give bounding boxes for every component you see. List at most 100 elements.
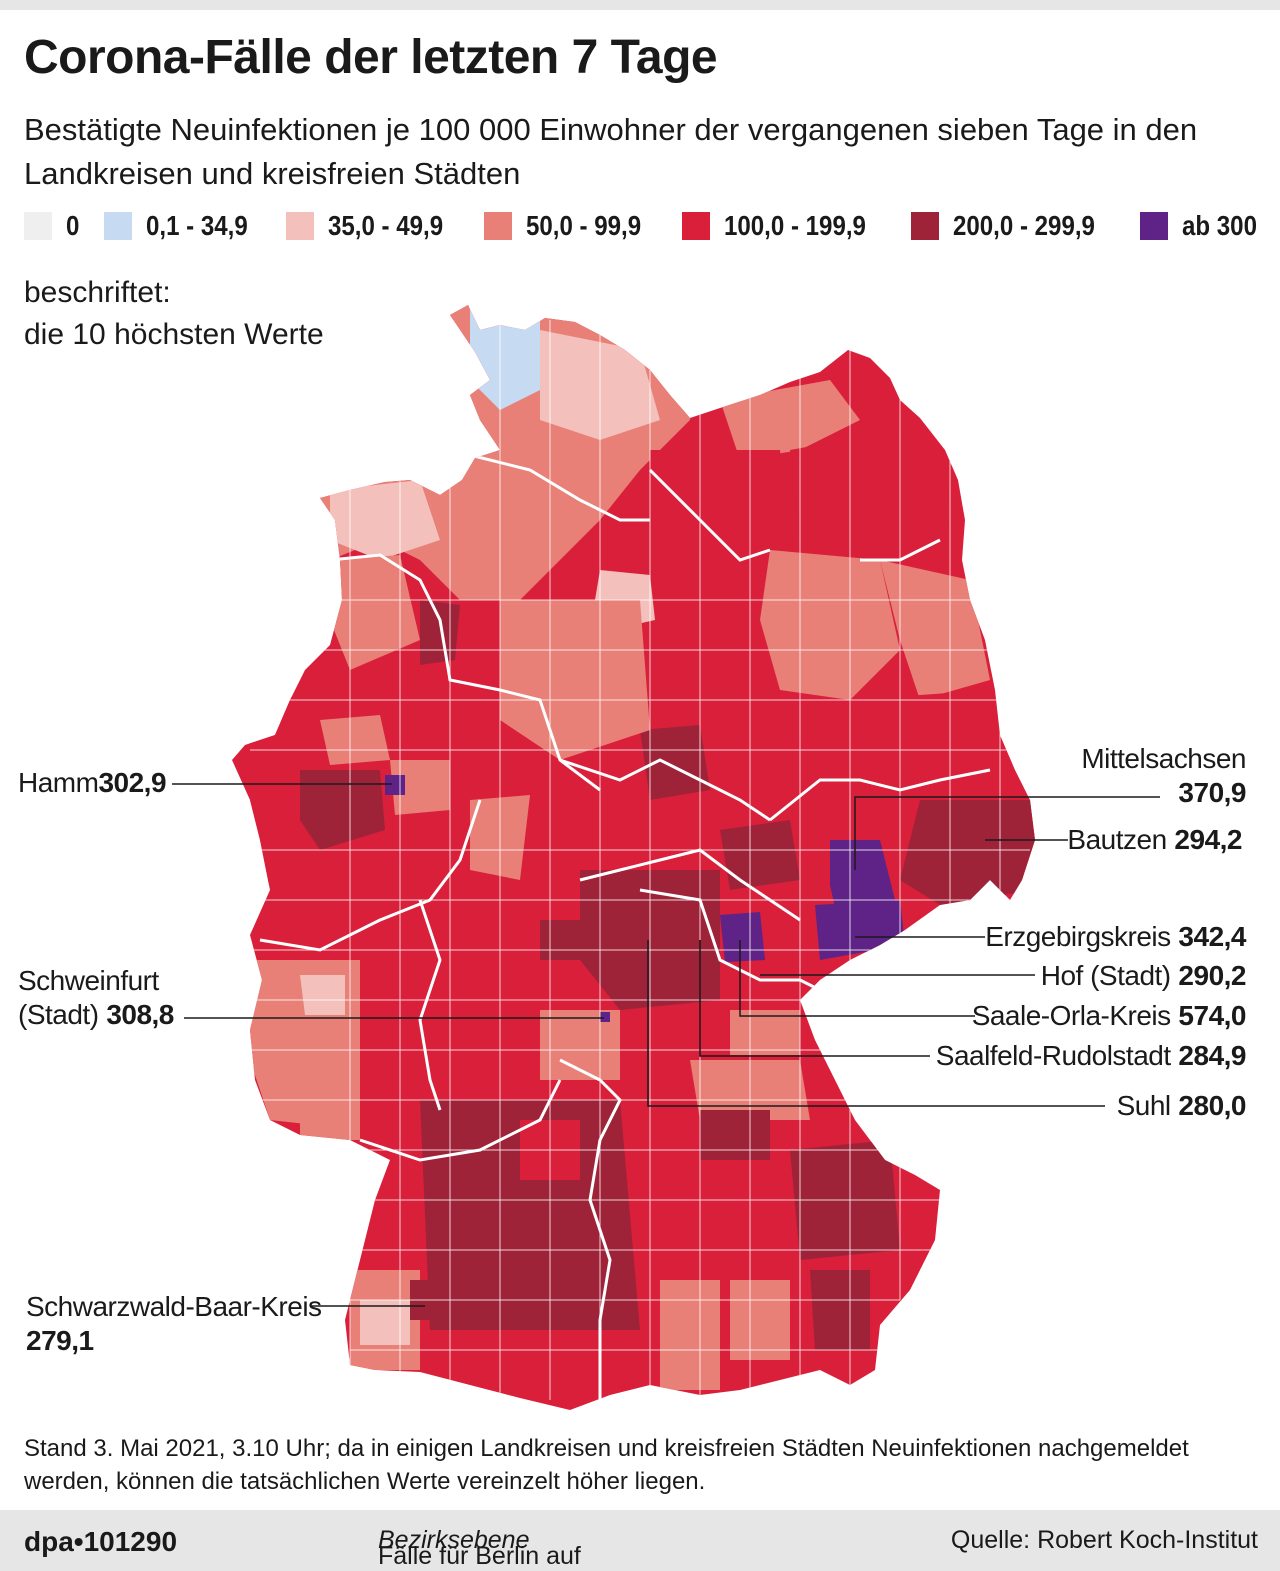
label-schweinfurt-value: 308,8	[106, 999, 174, 1030]
label-schwarzwald-name: Schwarzwald-Baar-Kreis	[26, 1291, 322, 1322]
label-hof: Hof (Stadt) 290,2	[1040, 959, 1247, 993]
label-bautzen-name: Bautzen	[1067, 824, 1167, 855]
legend-swatch	[483, 212, 512, 240]
legend: 0 0,1 - 34,9 35,0 - 49,9 50,0 - 99,9 100…	[24, 208, 1280, 244]
region-schweinfurt	[600, 1012, 610, 1022]
legend-label: 200,0 - 299,9	[952, 210, 1095, 241]
leader-suhl	[647, 940, 1105, 1107]
region-muenster	[320, 715, 390, 765]
label-hof-value: 290,2	[1178, 960, 1246, 991]
label-bautzen-value: 294,2	[1174, 824, 1242, 855]
label-hamm-name: Hamm	[18, 767, 99, 798]
label-erzgebirgskreis: Erzgebirgskreis 342,4	[985, 920, 1246, 954]
region-bautzen	[900, 800, 1035, 905]
label-mittelsachsen-name: Mittelsachsen	[1081, 743, 1246, 774]
label-schweinfurt-name1: Schweinfurt	[18, 965, 159, 996]
region-thueringen-east	[720, 820, 800, 890]
legend-swatch	[910, 212, 939, 240]
legend-label: 50,0 - 99,9	[525, 210, 641, 241]
legend-label: 100,0 - 199,9	[723, 210, 866, 241]
footer-berlin-note: Fälle für Berlin auf Bezirksebene	[378, 1526, 581, 1570]
legend-swatch	[1139, 212, 1168, 240]
region-saale-orla-kreis	[720, 912, 765, 962]
region-erzgebirgskreis	[815, 900, 905, 960]
label-schweinfurt-name2: (Stadt)	[18, 999, 99, 1030]
label-mittelsachsen: Mittelsachsen 370,9	[1081, 742, 1246, 810]
label-suhl-name: Suhl	[1116, 1090, 1172, 1121]
region-chiemgau	[810, 1270, 870, 1350]
legend-item-4: 100,0 - 199,9	[681, 210, 889, 242]
region-emsland	[330, 555, 420, 670]
chart-title: Corona-Fälle der letzten 7 Tage	[24, 31, 718, 84]
legend-swatch	[285, 212, 314, 240]
source-credit: Quelle: Robert Koch-Institut	[950, 1526, 1258, 1554]
leader-lines	[172, 783, 1160, 1307]
label-hof-name: Hof (Stadt)	[1040, 960, 1171, 991]
chart-subtitle: Bestätigte Neuinfektionen je 100 000 Ein…	[24, 112, 1198, 191]
legend-label: 0,1 - 34,9	[145, 210, 248, 241]
region-ostfriesland	[330, 480, 440, 560]
label-erzgebirgskreis-name: Erzgebirgskreis	[985, 921, 1171, 952]
region-muenchen	[730, 1280, 790, 1360]
label-note: beschriftet: die 10 höchsten Werte	[24, 272, 324, 356]
region-fulda	[540, 920, 580, 960]
label-schwarzwald-value: 279,1	[26, 1325, 94, 1356]
label-saale-orla-value: 574,0	[1178, 1000, 1246, 1031]
legend-label: 35,0 - 49,9	[327, 210, 444, 241]
region-niedersachsen-south	[500, 600, 650, 760]
agency-id: dpa•101290	[24, 1526, 178, 1557]
region-brandenburg-center	[760, 550, 900, 700]
label-saalfeld-name: Saalfeld-Rudolstadt	[935, 1040, 1171, 1071]
label-saale-orla-name: Saale-Orla-Kreis	[971, 1000, 1171, 1031]
region-mv-east	[790, 430, 950, 560]
footer-berlin-prefix: Fälle für Berlin auf	[378, 1542, 581, 1570]
label-bautzen: Bautzen 294,2	[1067, 823, 1242, 857]
legend-swatch	[103, 212, 132, 240]
leader-mittelsachsen	[854, 796, 1160, 870]
region-mv-south	[650, 450, 790, 560]
leader-saalfeld	[699, 940, 930, 1057]
germany-map	[172, 305, 1160, 1410]
label-saalfeld-value: 284,9	[1178, 1040, 1246, 1071]
legend-item-0: 0	[24, 210, 82, 242]
top-bar	[0, 0, 1280, 10]
region-wunsiedel	[730, 1010, 800, 1055]
legend-swatch	[24, 212, 52, 240]
label-schwarzwald: Schwarzwald-Baar-Kreis 279,1	[26, 1290, 322, 1358]
label-saalfeld: Saalfeld-Rudolstadt 284,9	[935, 1039, 1247, 1073]
label-suhl: Suhl 280,0	[1116, 1089, 1247, 1123]
region-harz	[640, 725, 710, 800]
region-mv-west	[720, 380, 860, 460]
region-soest	[390, 760, 450, 815]
legend-item-3: 50,0 - 99,9	[483, 210, 660, 242]
label-erzgebirgskreis-value: 342,4	[1178, 921, 1246, 952]
label-hamm-value: 302,9	[98, 767, 167, 798]
label-mittelsachsen-value: 370,9	[1178, 777, 1246, 808]
region-brandenburg-south	[850, 690, 1000, 780]
region-osnabrueck	[420, 600, 460, 665]
region-eifel	[300, 975, 345, 1015]
region-saarland	[300, 1085, 360, 1140]
legend-item-5: 200,0 - 299,9	[910, 210, 1118, 242]
region-bw-bayern-west	[420, 1100, 640, 1330]
label-suhl-value: 280,0	[1178, 1090, 1246, 1121]
region-ruhr	[300, 770, 385, 850]
footer-berlin-italic: Bezirksebene	[378, 1526, 530, 1554]
region-oberpfalz	[700, 1110, 770, 1160]
label-note-line1: beschriftet:	[24, 276, 171, 309]
legend-label: ab 300	[1181, 210, 1257, 241]
footer: dpa•101290 Fälle für Berlin auf Bezirkse…	[0, 1510, 1280, 1571]
region-oberbayern-south	[660, 1280, 720, 1390]
label-saale-orla: Saale-Orla-Kreis 574,0	[971, 999, 1247, 1033]
legend-item-6: ab 300	[1139, 210, 1269, 242]
legend-swatch	[681, 212, 710, 240]
legend-label: 0	[66, 210, 80, 241]
region-hamm	[385, 775, 405, 795]
legend-item-2: 35,0 - 49,9	[285, 210, 462, 242]
leader-saale-orla	[739, 940, 975, 1017]
legend-item-1: 0,1 - 34,9	[103, 210, 264, 242]
region-brandenburg-east	[880, 560, 990, 700]
district-borders	[250, 320, 1030, 1400]
region-hessen	[450, 940, 530, 1000]
label-schweinfurt: Schweinfurt (Stadt) 308,8	[18, 964, 174, 1032]
